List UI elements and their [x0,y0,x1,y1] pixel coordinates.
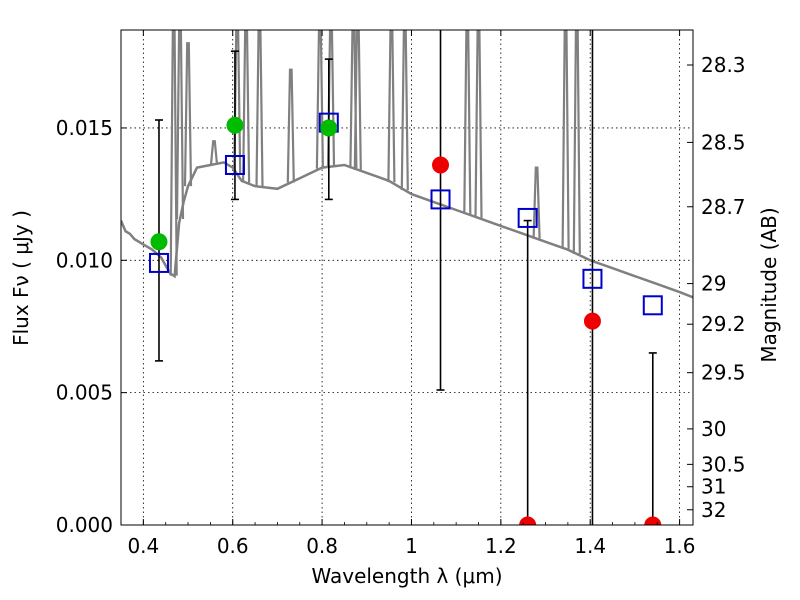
mag-tick-label: 30.5 [701,452,746,476]
x-tick-label: 1.4 [574,534,606,558]
plot-frame [120,29,694,526]
emission-line [387,30,396,183]
x-tick-label: 0.6 [217,534,249,558]
model-phot-square [430,189,451,210]
emission-line [242,30,251,183]
emission-line [183,42,193,187]
model-phot-square [517,207,538,228]
x-axis-title: Wavelength λ (μm) [311,564,502,588]
observed-point [583,312,601,330]
model-phot-square [582,268,603,289]
x-tick-label: 0.8 [306,534,338,558]
emission-line [315,30,324,169]
mag-tick-label: 29.2 [701,312,746,336]
plot-area [121,30,693,525]
x-tick-label: 1.2 [485,534,517,558]
emission-line [400,30,409,191]
mag-tick-label: 30 [701,417,726,441]
observed-photometry [150,116,662,525]
emission-line [474,30,483,218]
mag-tick-label: 29.5 [701,361,746,385]
observed-point [320,119,338,137]
model-photometry [148,112,663,316]
emission-line [561,30,570,249]
y-tick-label: 0.015 [56,116,113,140]
model-phot-square [148,252,169,273]
observed-point [519,516,537,525]
y-tick-label: 0.005 [56,381,113,405]
model-phot-square [642,295,663,316]
x-tick-label: 1.6 [664,534,696,558]
observed-point [150,233,168,251]
model-phot-square [224,155,245,175]
emission-line [286,68,295,183]
x-tick-label: 0.4 [127,534,159,558]
emission-line [572,30,581,254]
mag-tick-label: 32 [701,498,726,522]
mag-tick-label: 28.7 [701,195,746,219]
mag-tick-label: 28.3 [701,53,746,77]
y-tick-label: 0.000 [56,513,113,537]
observed-point [432,156,450,174]
y-tick-label: 0.010 [56,248,113,272]
grid [121,30,693,525]
emission-line [169,30,178,276]
emission-line [353,30,362,170]
emission-line [532,166,541,239]
mag-tick-label: 28.5 [701,130,746,154]
observed-point [226,116,244,134]
emission-line [255,30,264,187]
y-axis-title: Flux Fν ( μJy ) [9,210,33,346]
x-tick-label: 1 [405,534,418,558]
observed-point [644,516,662,525]
model-continuum [121,161,693,299]
emission-line [463,30,472,215]
mag-tick-label: 29 [701,272,726,296]
mag-tick-label: 31 [701,475,726,499]
emission-line [209,140,219,165]
model-spectrum [121,30,693,299]
y2-axis-title: Magnitude (AB) [757,207,781,362]
axes-ticks: 0.4 0.6 0.8 1 1.2 1.4 1.6 0.000 0.005 0.010 0.015 2… [56,30,746,558]
emission-line [175,30,185,220]
